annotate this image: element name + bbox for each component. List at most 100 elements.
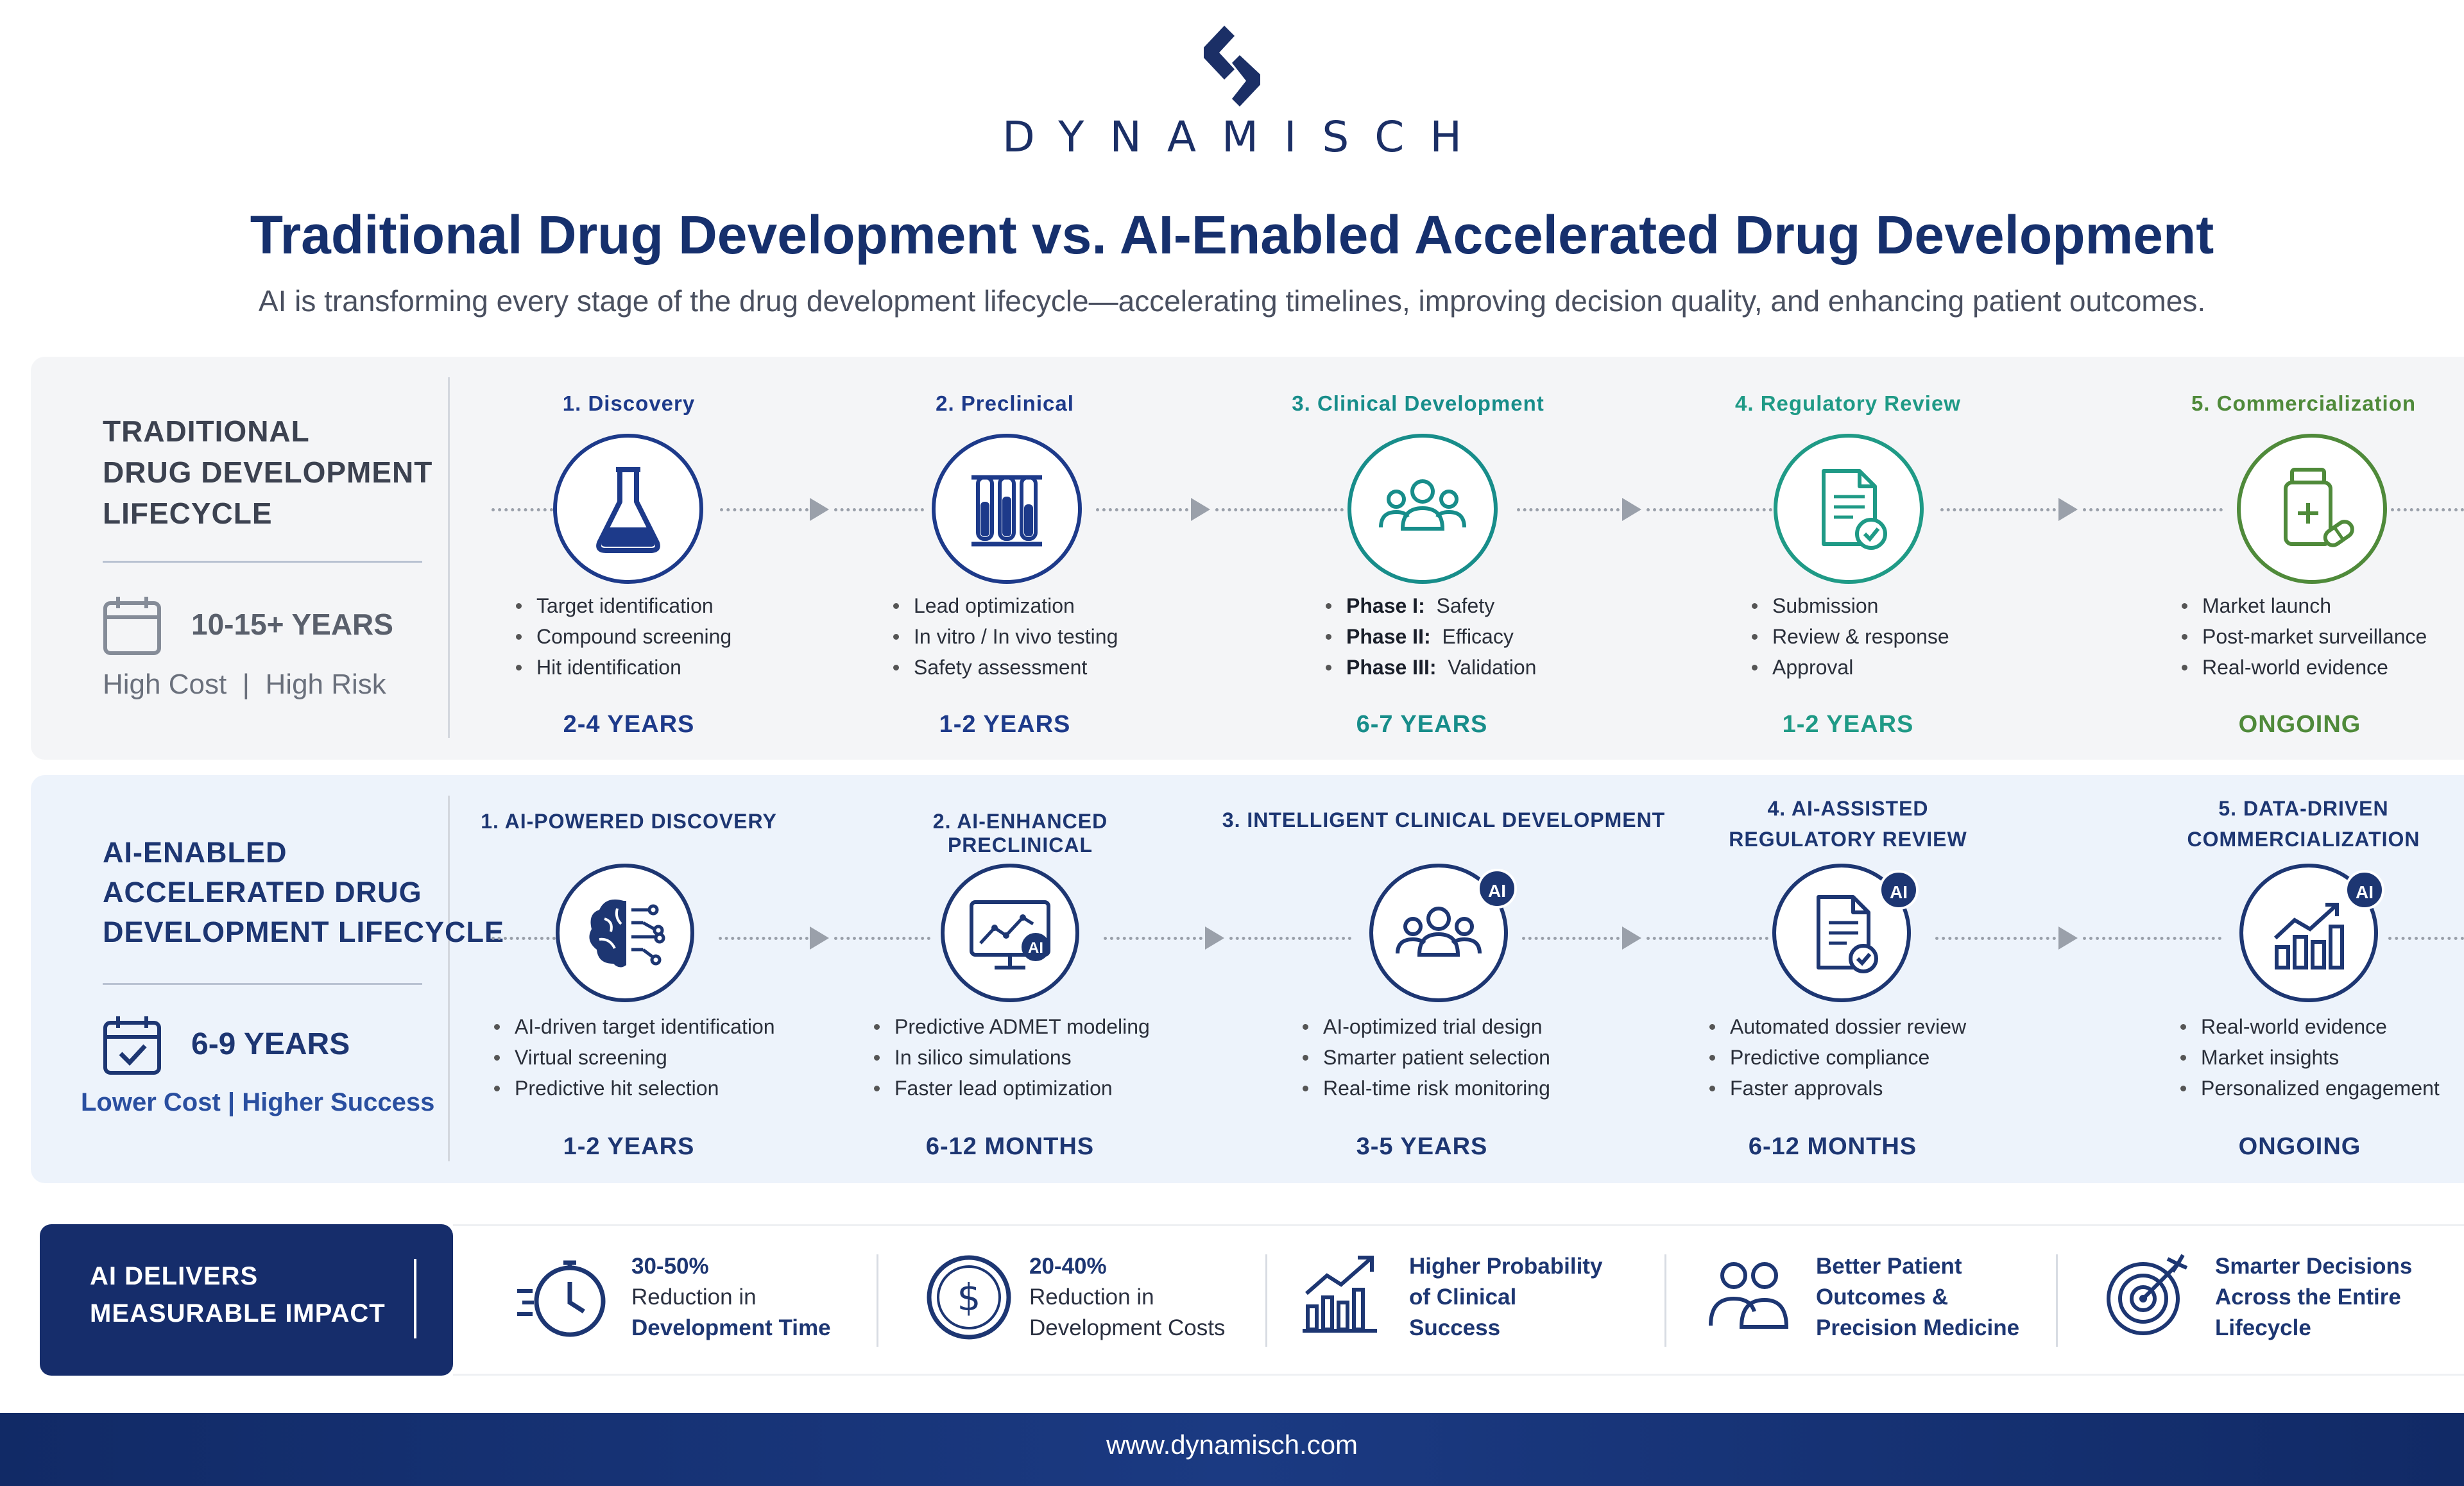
flow-arrow-icon	[1622, 498, 1641, 521]
trad-stage-circle	[932, 434, 1082, 584]
impact-cost-text: 20-40% Reduction in Development Costs	[1029, 1254, 1226, 1340]
trad-stage-bullets: Market launch Post-market surveillance R…	[2179, 590, 2427, 683]
trad-stage-title: 1. Discovery	[562, 391, 696, 415]
flask-icon	[596, 467, 660, 553]
traditional-lifecycle-title: TRADITIONAL DRUG DEVELOPMENT LIFECYCLE	[103, 414, 433, 530]
ai-stage-duration: ONGOING	[2238, 1133, 2361, 1160]
calendar-icon	[103, 597, 161, 655]
flow-connector	[1522, 937, 1620, 940]
trad-stage-duration: 6-7 YEARS	[1356, 711, 1488, 738]
flow-arrow-icon	[1622, 927, 1641, 950]
trad-stage-duration: 2-4 YEARS	[563, 711, 695, 738]
page-title: Traditional Drug Development vs. AI-Enab…	[250, 205, 2214, 265]
ai-stage-circle	[556, 864, 694, 1002]
impact-decisions-text: Smarter Decisions Across the Entire Life…	[2215, 1254, 2413, 1340]
flow-connector	[1935, 937, 2056, 940]
bar-chart-growth-icon	[2273, 903, 2344, 969]
medicine-bottle-icon	[2284, 468, 2354, 547]
impact-label: AI DELIVERS MEASURABLE IMPACT	[90, 1262, 386, 1328]
ai-stage-bullets: AI-optimized trial design Smarter patien…	[1300, 1011, 1550, 1104]
people-group-icon	[1379, 479, 1466, 531]
impact-success-text: Higher Probability of Clinical Success	[1409, 1254, 1603, 1340]
divider-line	[103, 983, 422, 985]
impact-patient-text: Better Patient Outcomes & Precision Medi…	[1816, 1254, 2020, 1340]
trad-stage-title: 4. Regulatory Review	[1735, 391, 1961, 415]
ai-stage-bullets: Predictive ADMET modeling In silico simu…	[871, 1011, 1150, 1104]
impact-separator	[1664, 1254, 1666, 1347]
trad-stage-bullets: Phase I: Safety Phase II: Efficacy Phase…	[1323, 590, 1536, 683]
impact-label-divider	[414, 1259, 416, 1338]
trad-stage-circle	[553, 434, 703, 584]
ai-stage-bullets: AI-driven target identification Virtual …	[492, 1011, 775, 1104]
calendar-check-icon	[103, 1016, 161, 1075]
trad-stage-bullets: Submission Review & response Approval	[1749, 590, 1949, 683]
trad-stage-title: 2. Preclinical	[936, 391, 1074, 415]
impact-separator	[877, 1254, 878, 1347]
flow-connector	[1104, 937, 1202, 940]
stopwatch-icon	[517, 1260, 606, 1337]
people-group-icon	[1396, 907, 1482, 957]
trad-stage-duration: 1-2 YEARS	[1782, 711, 1914, 738]
impact-time-text: 30-50% Reduction in Development Time	[631, 1254, 831, 1340]
svg-text:$: $	[957, 1276, 981, 1319]
dollar-coin-icon: $	[927, 1255, 1011, 1340]
document-check-icon	[1822, 469, 1887, 550]
ai-stage-duration: 3-5 YEARS	[1356, 1133, 1488, 1160]
target-icon	[2107, 1254, 2188, 1335]
impact-separator	[1265, 1254, 1267, 1347]
flow-connector	[1517, 508, 1620, 511]
patients-icon	[1709, 1262, 1789, 1329]
flow-arrow-icon	[1191, 498, 1210, 521]
brand-wordmark: DYNAMISCH	[1002, 112, 1488, 162]
divider-line	[103, 561, 422, 563]
panel-divider	[448, 796, 450, 1161]
trad-stage-bullets: Lead optimization In vitro / In vivo tes…	[891, 590, 1118, 683]
svg-text:AI: AI	[1028, 939, 1043, 957]
flow-arrow-icon	[2058, 498, 2078, 521]
flow-arrow-icon	[810, 927, 829, 950]
ai-badge: AI	[1879, 870, 1919, 910]
trad-stage-bullets: Target identification Compound screening…	[513, 590, 732, 683]
monitor-chart-icon: AI	[970, 900, 1050, 969]
ai-stage-title: 1. AI-POWERED DISCOVERY	[481, 810, 777, 833]
brain-circuit-icon	[589, 899, 665, 968]
flow-connector	[720, 508, 809, 511]
ai-cost-success: Lower Cost | Higher Success	[81, 1088, 435, 1116]
trad-stage-title: 5. Commercialization	[2191, 391, 2417, 415]
impact-separator	[2056, 1254, 2058, 1347]
flow-connector	[1096, 508, 1188, 511]
ai-stage-title: 2. AI-ENHANCED PRECLINICAL	[932, 810, 1108, 857]
ai-stage-duration: 1-2 YEARS	[563, 1133, 695, 1160]
impact-label-box	[40, 1224, 453, 1376]
ai-stage-title: 4. AI-ASSISTED REGULATORY REVIEW	[1729, 797, 1967, 851]
flow-connector	[1940, 508, 2056, 511]
growth-chart-icon	[1303, 1256, 1377, 1333]
flow-arrow-icon	[2058, 927, 2078, 950]
ai-stage-title: 3. INTELLIGENT CLINICAL DEVELOPMENT	[1222, 808, 1666, 832]
ai-stage-title: 5. DATA-DRIVEN COMMERCIALIZATION	[2187, 797, 2420, 851]
ai-badge: AI	[1477, 869, 1517, 909]
ai-stage-circle: AI	[941, 864, 1079, 1002]
trad-stage-duration: ONGOING	[2238, 711, 2361, 738]
dynamisch-logo-icon	[1204, 26, 1260, 107]
trad-stage-circle	[2237, 434, 2387, 584]
flow-connector	[719, 937, 809, 940]
flow-arrow-icon	[1205, 927, 1224, 950]
website-link[interactable]: www.dynamisch.com	[1106, 1430, 1358, 1460]
ai-total-duration: 6-9 YEARS	[191, 1027, 350, 1061]
ai-stage-bullets: Real-world evidence Market insights Pers…	[2178, 1011, 2440, 1104]
ai-enabled-lifecycle-panel	[31, 775, 2464, 1183]
panel-divider	[448, 377, 450, 738]
trad-stage-duration: 1-2 YEARS	[939, 711, 1071, 738]
ai-stage-bullets: Automated dossier review Predictive comp…	[1707, 1011, 1966, 1104]
document-check-icon	[1817, 895, 1878, 973]
ai-stage-duration: 6-12 MONTHS	[1748, 1133, 1917, 1160]
traditional-cost-risk: High Cost | High Risk	[103, 669, 386, 700]
flow-arrow-icon	[810, 498, 829, 521]
ai-stage-duration: 6-12 MONTHS	[925, 1133, 1095, 1160]
footer-bar	[0, 1413, 2464, 1486]
ai-badge: AI	[2345, 870, 2384, 910]
traditional-total-duration: 10-15+ YEARS	[191, 608, 393, 641]
test-tubes-icon	[971, 475, 1042, 547]
page-subtitle: AI is transforming every stage of the dr…	[258, 284, 2206, 318]
